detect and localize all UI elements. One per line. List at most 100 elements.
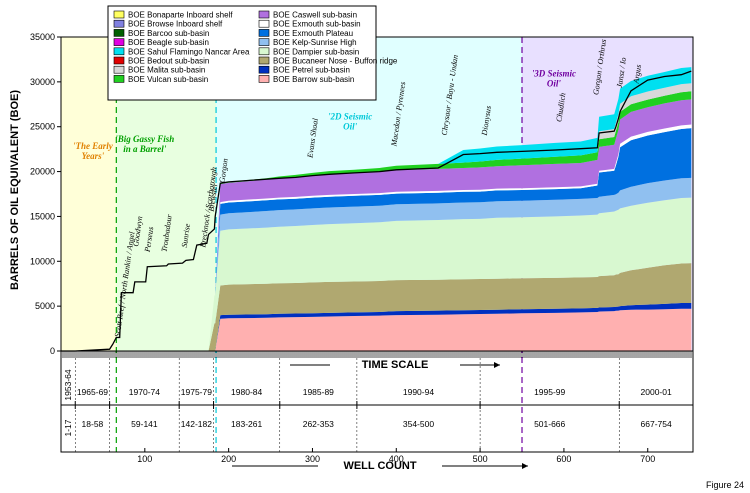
- decade-label: 1970-74: [129, 387, 160, 397]
- legend-swatch: [113, 38, 125, 46]
- x-tick-label: 100: [137, 454, 152, 464]
- well-annotation: Gorgon: [217, 158, 229, 184]
- well-annotation: Argus: [631, 64, 643, 85]
- era-label: 'The Early Years': [73, 141, 114, 161]
- legend-entry: BOE Beagle sub-basin: [128, 38, 209, 47]
- well-range-label: 1-17: [63, 419, 73, 436]
- series-area: [61, 197, 692, 351]
- legend-swatch: [113, 19, 125, 28]
- y-tick-label: 0: [50, 346, 55, 356]
- series-area: [61, 128, 692, 351]
- decade-label: 1965-69: [77, 387, 108, 397]
- series-area: [61, 303, 692, 351]
- time-scale: TIME SCALE 1953-64 1965-69 1970-74 1975-79 19…: [60, 350, 694, 469]
- legend-swatch: [258, 10, 270, 19]
- series-area: [61, 308, 692, 351]
- decade-label: 1975-79: [181, 387, 212, 397]
- well-range-label: 142-182: [181, 419, 212, 429]
- well-range-label: 18-58: [82, 419, 104, 429]
- y-tick-label: 10000: [30, 256, 55, 266]
- legend-swatch: [113, 29, 125, 37]
- legend-entry: BOE Bedout sub-basin: [128, 57, 209, 66]
- era-band: [61, 37, 117, 351]
- legend-entry: BOE Dampier sub-basin: [273, 47, 359, 56]
- x-axis-label: WELL COUNT: [343, 460, 416, 472]
- x-tick-label: 200: [221, 454, 236, 464]
- era-labels: 'The Early Years''Big Gassy Fish in a Barr…: [73, 68, 576, 161]
- legend-swatch: [258, 38, 270, 46]
- legend-entry: BOE Exmouth Plateau: [273, 29, 353, 38]
- well-annotation: Brewster: [207, 182, 220, 212]
- era-dividers: [115, 37, 523, 452]
- arrowhead-well-count: [522, 463, 528, 469]
- series-area: [61, 99, 692, 352]
- y-tick-label: 35000: [30, 32, 55, 42]
- well-range-label: 59-141: [131, 419, 158, 429]
- well-range-label: 183-261: [231, 419, 262, 429]
- x-tick-label: 700: [640, 454, 655, 464]
- time-scale-ticks: [60, 351, 694, 358]
- decade-label: 1990-94: [403, 387, 434, 397]
- figure-label: Figure 24: [705, 480, 744, 490]
- x-tick-label: 600: [556, 454, 571, 464]
- legend-entry: BOE Vulcan sub-basin: [128, 75, 208, 84]
- well-annotation: Perseus: [143, 226, 156, 253]
- legend-swatch: [258, 65, 270, 74]
- well-range-label: 354-500: [403, 419, 434, 429]
- legend-entry: BOE Barrow sub-basin: [273, 75, 354, 84]
- legend-swatch: [258, 19, 270, 28]
- well-annotation: Goodwyn: [131, 216, 144, 248]
- legend-swatch: [258, 29, 270, 37]
- arrowhead-right: [494, 362, 500, 368]
- decade-label: 2000-01: [641, 387, 672, 397]
- decade-label: 1985-89: [303, 387, 334, 397]
- y-tick-label: 25000: [30, 122, 55, 132]
- y-axis-label: BARRELS OF OIL EQUIVALENT (BOE): [9, 90, 21, 290]
- well-annotation: Sunrise: [180, 223, 192, 248]
- legend-swatch: [113, 10, 125, 19]
- era-label: '2D Seismic Oil': [328, 112, 372, 132]
- legend-swatch: [258, 75, 270, 83]
- well-range-label: 501-666: [534, 419, 565, 429]
- series-area: [61, 177, 692, 351]
- legend-entry: BOE Browse Inboard shelf: [128, 20, 223, 29]
- time-scale-label: TIME SCALE: [362, 359, 429, 371]
- total-boe-line: [61, 70, 692, 352]
- legend-swatch: [258, 56, 270, 65]
- well-annotation: Jansz / Io: [615, 57, 628, 89]
- legend-swatch: [113, 56, 125, 65]
- y-tick-label: 20000: [30, 167, 55, 177]
- x-tick-label: 500: [473, 454, 488, 464]
- decade-label: 1953-64: [63, 369, 73, 400]
- y-tick-label: 5000: [35, 301, 55, 311]
- legend-entry: BOE Bonaparte Inboard shelf: [128, 11, 233, 20]
- legend-entry: BOE Caswell sub-basin: [273, 11, 357, 20]
- legend-swatch: [113, 65, 125, 74]
- well-range-label: 262-353: [303, 419, 334, 429]
- legend-entry: BOE Exmouth sub-basin: [273, 20, 361, 29]
- legend-entry: BOE Bucaneer Nose - Buffon ridge: [273, 57, 398, 66]
- legend-swatch: [258, 47, 270, 56]
- legend-swatch: [113, 47, 125, 56]
- legend-box: [107, 5, 377, 101]
- decade-label: 1995-99: [534, 387, 565, 397]
- legend-entry: BOE Malita sub-basin: [128, 66, 205, 75]
- legend-entry: BOE Sahul Flamingo Nancar Area: [128, 47, 250, 56]
- x-tick-label: 300: [305, 454, 320, 464]
- well-annotation: Chudlich: [554, 92, 567, 122]
- x-tick-label: 400: [389, 454, 404, 464]
- era-label: '3D Seismic Oil': [532, 68, 576, 88]
- well-range-label: 667-754: [641, 419, 672, 429]
- legend-entry: BOE Barcoo sub-basin: [128, 29, 209, 38]
- era-label: 'Big Gassy Fish in a Barrel': [115, 134, 174, 154]
- y-tick-label: 30000: [30, 77, 55, 87]
- legend-swatch: [113, 75, 125, 83]
- decade-label: 1980-84: [231, 387, 262, 397]
- legend-entry: BOE Kelp-Sunrise High: [273, 38, 357, 47]
- y-tick-label: 15000: [30, 211, 55, 221]
- series-area: [61, 263, 692, 351]
- legend-entry: BOE Petrel sub-basin: [273, 66, 350, 75]
- well-annotation: Dionysus: [480, 105, 493, 137]
